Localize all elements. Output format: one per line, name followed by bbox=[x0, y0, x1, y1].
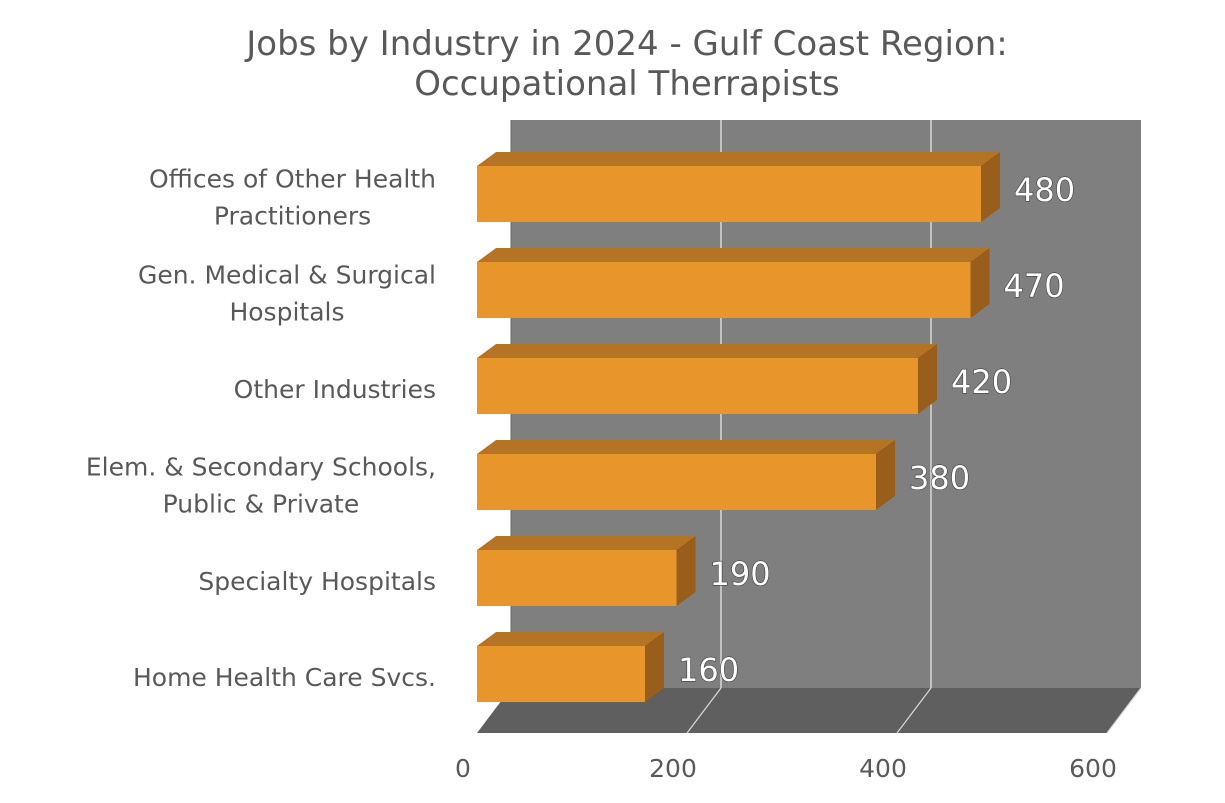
bar-top-face bbox=[477, 440, 895, 454]
chart-title: Jobs by Industry in 2024 - Gulf Coast Re… bbox=[244, 24, 1008, 104]
chart-title-line: Jobs by Industry in 2024 - Gulf Coast Re… bbox=[244, 24, 1008, 64]
bar-top-face bbox=[477, 632, 664, 646]
bar-side-face bbox=[981, 152, 1000, 222]
floor-gridline bbox=[896, 687, 932, 734]
category-label: Home Health Care Svcs. bbox=[133, 663, 436, 692]
bar-front-face bbox=[477, 358, 918, 414]
chart-title-line: Occupational Therrapists bbox=[414, 64, 840, 104]
x-tick-label: 400 bbox=[859, 754, 907, 783]
bar bbox=[477, 152, 1000, 222]
bar-front-face bbox=[477, 262, 971, 318]
bar-top-face bbox=[477, 536, 696, 550]
data-label: 380 bbox=[909, 459, 970, 497]
bar-side-face bbox=[676, 536, 696, 606]
bar-front-face bbox=[477, 646, 645, 702]
category-label: Offices of Other Health Practitioners bbox=[149, 165, 436, 231]
category-label-line: Practitioners bbox=[214, 202, 371, 231]
category-label-line: Public & Private bbox=[163, 490, 360, 519]
bar-side-face bbox=[918, 344, 937, 414]
category-axis-labels: Offices of Other Health Practitioners Gen.… bbox=[86, 165, 436, 693]
x-tick-label: 200 bbox=[649, 754, 697, 783]
category-label-line: Home Health Care Svcs. bbox=[133, 663, 436, 692]
bar-front-face bbox=[477, 550, 677, 606]
bar bbox=[477, 632, 664, 702]
value-axis-ticks: 0 200 400 600 bbox=[455, 754, 1117, 783]
category-label: Elem. & Secondary Schools, Public & Priva… bbox=[86, 453, 436, 519]
category-label-line: Gen. Medical & Surgical bbox=[138, 261, 436, 290]
bar-side-face bbox=[645, 632, 664, 702]
bar-top-face bbox=[477, 344, 937, 358]
data-label: 470 bbox=[1004, 267, 1065, 305]
data-labels: 480 470 420 380 190 160 bbox=[677, 170, 1075, 689]
category-label-line: Offices of Other Health bbox=[149, 165, 436, 194]
bar bbox=[477, 248, 990, 318]
data-label: 160 bbox=[678, 651, 739, 689]
bars bbox=[477, 152, 1000, 702]
data-label: 190 bbox=[710, 555, 771, 593]
category-label: Gen. Medical & Surgical Hospitals bbox=[138, 261, 436, 327]
data-label: 480 bbox=[1014, 171, 1075, 209]
bar-front-face bbox=[477, 166, 981, 222]
category-label-line: Elem. & Secondary Schools, bbox=[86, 453, 436, 482]
bar-top-face bbox=[477, 248, 990, 262]
floor-gridline bbox=[686, 687, 722, 734]
category-label-line: Other Industries bbox=[234, 375, 436, 404]
x-tick-label: 600 bbox=[1069, 754, 1117, 783]
bar-top-face bbox=[477, 152, 1000, 166]
floor-gridline bbox=[1106, 687, 1142, 734]
x-tick-label: 0 bbox=[455, 754, 471, 783]
category-label-line: Hospitals bbox=[229, 298, 344, 327]
category-label: Specialty Hospitals bbox=[198, 567, 436, 596]
data-label: 420 bbox=[951, 363, 1012, 401]
bar bbox=[477, 344, 937, 414]
bar bbox=[477, 440, 895, 510]
category-label: Other Industries bbox=[234, 375, 436, 404]
category-label-line: Specialty Hospitals bbox=[198, 567, 436, 596]
bar bbox=[477, 536, 696, 606]
bar-front-face bbox=[477, 454, 876, 510]
bar-side-face bbox=[876, 440, 895, 510]
bar-side-face bbox=[970, 248, 990, 318]
